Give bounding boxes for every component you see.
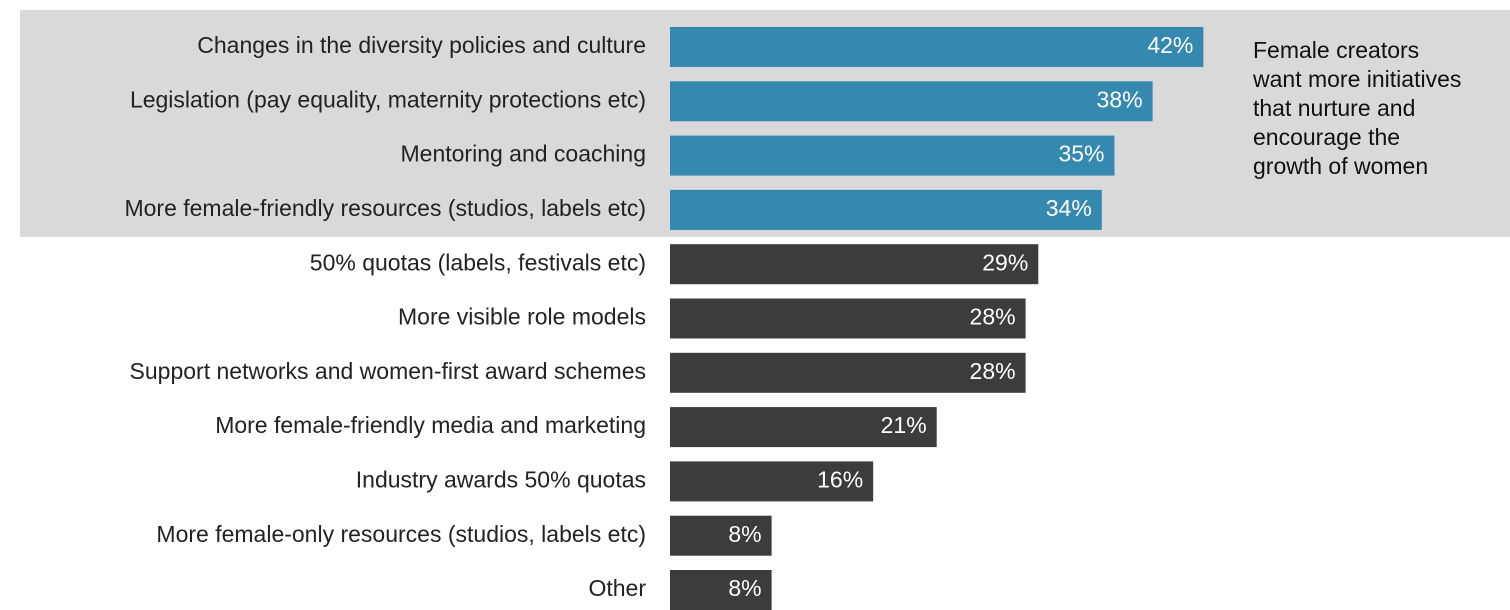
value-label: 16% xyxy=(817,466,863,492)
category-label: Changes in the diversity policies and cu… xyxy=(197,32,646,58)
bar xyxy=(670,570,772,610)
bar xyxy=(670,298,1026,339)
value-label: 28% xyxy=(970,304,1016,330)
annotation-line: growth of women xyxy=(1253,153,1429,179)
category-label: Legislation (pay equality, maternity pro… xyxy=(130,86,646,112)
bar xyxy=(670,135,1115,176)
value-label: 8% xyxy=(728,521,761,547)
bar xyxy=(670,352,1026,393)
value-label: 34% xyxy=(1046,195,1092,221)
bar xyxy=(670,189,1102,230)
category-label: Other xyxy=(588,575,646,601)
annotation-text: Female creators want more initiatives th… xyxy=(1253,36,1503,181)
annotation-line: want more initiatives xyxy=(1253,66,1462,92)
category-label: More female-only resources (studios, lab… xyxy=(156,521,646,547)
category-label: More female-friendly media and marketing xyxy=(215,412,646,438)
annotation-line: Female creators xyxy=(1253,37,1420,63)
category-label: More visible role models xyxy=(398,304,646,330)
value-label: 21% xyxy=(881,412,927,438)
value-label: 8% xyxy=(728,575,761,601)
annotation-line: that nurture and xyxy=(1253,95,1416,121)
bar xyxy=(670,461,874,502)
category-label: 50% quotas (labels, festivals etc) xyxy=(310,249,646,275)
bar xyxy=(670,81,1153,122)
category-label: More female-friendly resources (studios,… xyxy=(124,195,646,221)
value-label: 38% xyxy=(1097,86,1143,112)
bar xyxy=(670,244,1039,285)
bar xyxy=(670,515,772,556)
category-label: Mentoring and coaching xyxy=(401,141,647,167)
value-label: 42% xyxy=(1147,32,1193,58)
annotation-line: encourage the xyxy=(1253,124,1401,150)
category-label: Industry awards 50% quotas xyxy=(356,466,646,492)
bar xyxy=(670,407,937,448)
category-label: Support networks and women-first award s… xyxy=(130,358,646,384)
value-label: 35% xyxy=(1058,141,1104,167)
bar xyxy=(670,27,1204,67)
value-label: 28% xyxy=(970,358,1016,384)
value-label: 29% xyxy=(982,249,1028,275)
